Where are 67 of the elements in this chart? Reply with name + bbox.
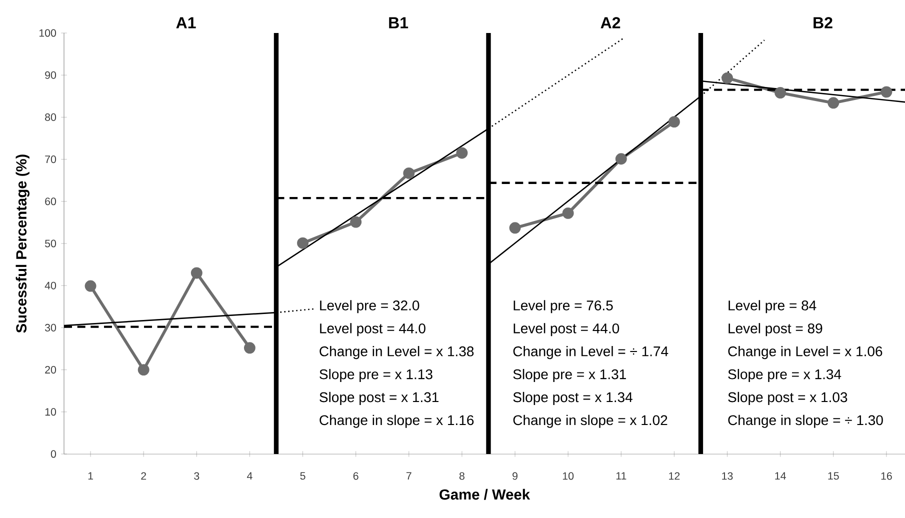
x-tick-label: 3	[194, 472, 200, 480]
annotation: Change in slope = ÷ 1.30	[728, 414, 883, 428]
x-tick-label: 7	[406, 472, 412, 480]
x-tick-label: 12	[669, 472, 680, 480]
annotation: Slope pre = x 1.31	[513, 368, 626, 382]
text: B1	[389, 17, 408, 28]
x-tick-label: 14	[775, 472, 786, 480]
annotation: Slope post = x 1.03	[728, 392, 848, 405]
point	[456, 147, 468, 159]
x-tick-label: 13	[722, 472, 733, 480]
annotation: Change in Level = x 1.38	[320, 346, 474, 360]
annotation: Level pre = 84	[728, 300, 816, 314]
x-tick-label: 16	[881, 472, 892, 480]
y-tick-label: 60	[45, 198, 56, 206]
x-tick-label: 6	[353, 472, 358, 480]
x-tick-label: 1	[88, 472, 93, 480]
x-tick-label: 5	[300, 472, 306, 480]
y-tick-label: 30	[44, 324, 56, 332]
y-tick-label: 90	[45, 71, 56, 79]
annotation: Level post = 44.0	[320, 323, 426, 336]
point	[722, 72, 733, 84]
point	[190, 267, 202, 279]
text: B2	[814, 17, 832, 28]
text: A1	[176, 17, 196, 28]
point	[828, 97, 840, 109]
x-tick-label: 10	[562, 472, 574, 480]
point	[403, 167, 415, 179]
x-tick-label: 4	[247, 472, 252, 480]
point	[350, 216, 362, 228]
y-tick-label: 40	[44, 282, 56, 290]
x-tick-label: 2	[141, 472, 146, 480]
x-axis-title: Game / Week	[440, 488, 530, 500]
annotation: Level post = 44.0	[514, 323, 620, 336]
annotation: Level pre = 76.5	[514, 300, 613, 314]
point	[84, 280, 96, 292]
annotation: Change in Level = x 1.06	[728, 346, 882, 360]
annotation: Change in slope = x 1.02	[513, 414, 668, 428]
x-tick-label: 9	[512, 472, 518, 480]
annotation: Change in Level = ÷ 1.74	[513, 346, 668, 360]
point	[297, 237, 309, 249]
point	[138, 364, 150, 376]
point	[509, 222, 521, 234]
annotation: Slope pre = x 1.13	[320, 368, 432, 382]
annotation: Slope post = x 1.31	[320, 392, 438, 405]
x-tick-label: 15	[828, 472, 839, 480]
y-tick-label: 100	[39, 29, 56, 37]
point	[562, 207, 574, 219]
annotation: Level post = 89	[728, 323, 822, 336]
x-tick-label: 8	[459, 472, 464, 480]
point	[244, 342, 256, 354]
y-axis-title: Sucessful Percentage (%)	[16, 154, 30, 333]
y-tick-label: 0	[50, 450, 56, 458]
point	[774, 87, 786, 99]
y-tick-label: 20	[45, 366, 56, 374]
y-tick-label: 70	[45, 156, 56, 164]
annotation: Slope post = x 1.34	[513, 392, 632, 405]
annotation: Change in slope = x 1.16	[320, 414, 474, 428]
y-tick-label: 80	[45, 113, 56, 121]
annotation: Level pre = 32.0	[320, 300, 420, 314]
y-tick-label: 50	[45, 240, 56, 248]
point	[880, 86, 892, 98]
text: A2	[600, 17, 620, 28]
point	[668, 116, 680, 128]
y-tick-label: 10	[45, 408, 56, 416]
annotation: Slope pre = x 1.34	[728, 368, 842, 382]
point	[615, 153, 627, 165]
x-tick-label: 11	[616, 472, 626, 480]
